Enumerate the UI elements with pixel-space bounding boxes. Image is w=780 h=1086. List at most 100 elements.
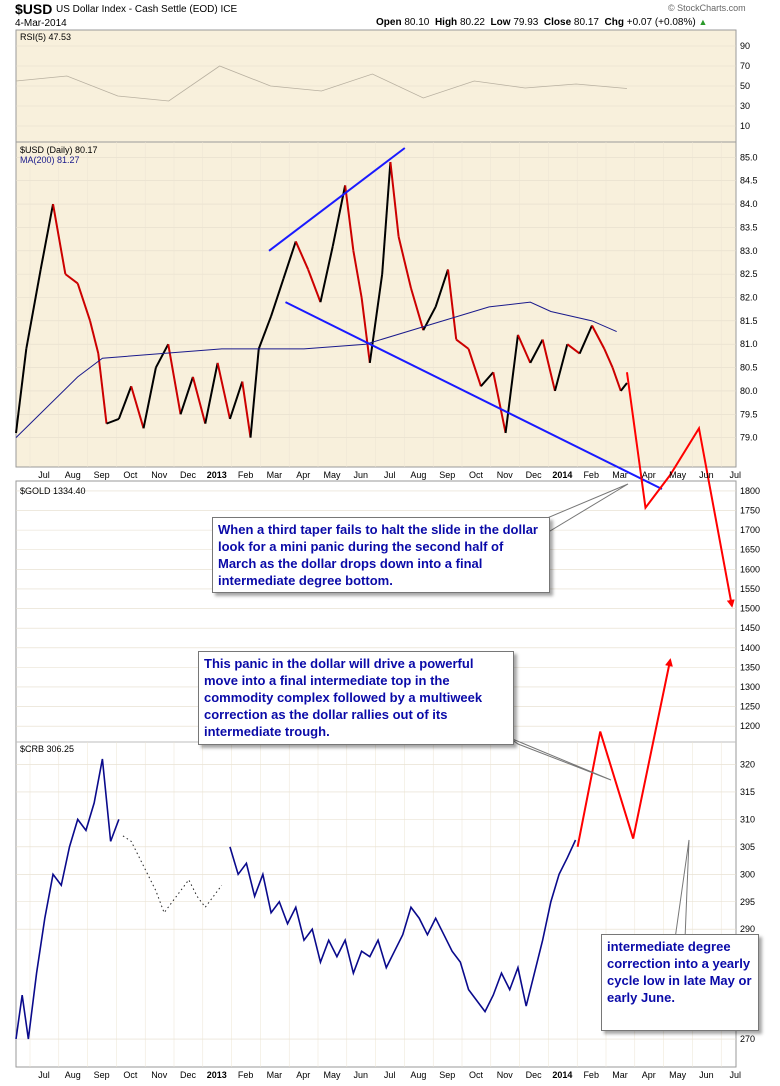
usd-y-tick-label: 83.5 — [740, 222, 758, 232]
crb-x-tick-label: Oct — [123, 1070, 138, 1080]
stockcharts-brand: © StockCharts.com — [668, 3, 746, 13]
crb-x-tick-label: Sep — [439, 1070, 455, 1080]
symbol-label: $USD — [15, 1, 53, 17]
crb-y-tick-label: 290 — [740, 924, 755, 934]
usd-ma200-line — [15, 301, 617, 438]
crb-x-tick-label: May — [669, 1070, 687, 1080]
crb-y-tick-label: 310 — [740, 814, 755, 824]
usd-x-tick-label: Nov — [497, 470, 514, 480]
usd-price-segment — [352, 250, 363, 298]
usd-price-segment — [167, 344, 182, 415]
usd-y-tick-label: 85.0 — [740, 152, 758, 162]
high-label: High — [434, 17, 458, 28]
usd-x-tick-label: Oct — [123, 470, 138, 480]
usd-x-tick-label: Aug — [65, 470, 81, 480]
gold-y-tick-label: 1300 — [740, 682, 760, 692]
usd-x-tick-label: Dec — [526, 470, 543, 480]
gold-y-tick-label: 1500 — [740, 604, 760, 614]
crb-x-tick-label: 2014 — [552, 1070, 572, 1080]
crb-x-tick-label: Jul — [384, 1070, 396, 1080]
crb-y-tick-label: 300 — [740, 869, 755, 879]
usd-y-tick-label: 83.0 — [740, 246, 758, 256]
usd-x-tick-label: Oct — [469, 470, 484, 480]
usd-legend: $USD (Daily) 80.17 — [20, 145, 98, 155]
lower-trendline — [285, 301, 663, 490]
crb-x-tick-label: Mar — [612, 1070, 628, 1080]
callout-panic: This panic in the dollar will drive a po… — [198, 651, 514, 745]
usd-x-tick-label: Jul — [38, 470, 50, 480]
usd-price-segment — [554, 343, 569, 392]
usd-price-segment — [241, 381, 252, 438]
usd-price-segment — [578, 325, 593, 354]
rsi-y-tick-label: 90 — [740, 41, 750, 51]
usd-price-segment — [434, 269, 449, 308]
usd-x-tick-label: Apr — [296, 470, 310, 480]
usd-x-tick-label: May — [669, 470, 687, 480]
gold-y-tick-label: 1400 — [740, 643, 760, 653]
usd-price-segment — [130, 385, 145, 429]
usd-price-segment — [216, 362, 231, 420]
gold-y-tick-label: 1550 — [740, 584, 760, 594]
crb-y-tick-label: 295 — [740, 897, 755, 907]
usd-price-segment — [603, 348, 614, 368]
usd-price-segment — [389, 161, 400, 237]
usd-x-tick-label: Jul — [384, 470, 396, 480]
usd-price-segment — [410, 287, 425, 331]
crb-x-tick-label: Mar — [267, 1070, 283, 1080]
crb-x-tick-label: Feb — [583, 1070, 599, 1080]
usd-price-segment — [455, 338, 470, 350]
usd-price-segment — [89, 320, 100, 354]
close-value: 80.17 — [573, 17, 599, 28]
usd-y-tick-label: 79.5 — [740, 409, 758, 419]
usd-price-segment — [204, 362, 219, 424]
usd-price-segment — [467, 348, 482, 387]
crb-x-tick-label: Apr — [642, 1070, 656, 1080]
close-label: Close — [543, 17, 572, 28]
crb-line-1 — [15, 758, 120, 1040]
usd-x-tick-label: Mar — [267, 470, 283, 480]
usd-price-segment — [117, 385, 133, 420]
crb-y-tick-label: 315 — [740, 787, 755, 797]
crb-x-tick-label: Jun — [699, 1070, 714, 1080]
usd-x-tick-label: Jul — [729, 470, 741, 480]
usd-x-tick-label: Feb — [583, 470, 599, 480]
gold-y-tick-label: 1600 — [740, 564, 760, 574]
callout-correction: intermediate degree correction into a ye… — [601, 934, 759, 1031]
chart-axes: 90 70 50 30 10 85.0 84.5 84.0 83.5 83.0 82.5 82.0 81… — [38, 41, 760, 1080]
usd-y-tick-label: 82.0 — [740, 292, 758, 302]
crb-line-2 — [229, 839, 577, 1014]
usd-x-tick-label: Dec — [180, 470, 197, 480]
gold-y-tick-label: 1250 — [740, 702, 760, 712]
usd-y-tick-label: 84.5 — [740, 176, 758, 186]
usd-projection-arrow — [625, 372, 735, 608]
usd-price-segment — [397, 236, 412, 289]
usd-price-segment — [504, 334, 519, 434]
usd-price-segment — [344, 185, 355, 251]
usd-price-segment — [52, 203, 67, 275]
usd-price-segment — [368, 273, 384, 364]
usd-price-segment — [64, 273, 79, 285]
rsi-y-tick-label: 10 — [740, 121, 750, 131]
usd-price-segment — [25, 269, 42, 350]
low-label: Low — [490, 17, 511, 28]
rsi-y-tick-label: 50 — [740, 81, 750, 91]
usd-price-segment — [249, 348, 260, 438]
usd-price-segment — [294, 241, 310, 270]
ma-legend: MA(200) 81.27 — [20, 155, 80, 165]
usd-x-tick-label: May — [323, 470, 341, 480]
chart-legends: RSI(5) 47.53 $USD (Daily) 80.17 MA(200) … — [20, 32, 98, 754]
callout-panic-pointer — [509, 737, 612, 781]
usd-price-segment — [97, 353, 108, 424]
gold-legend: $GOLD 1334.40 — [20, 486, 86, 496]
chg-up-icon: ▲ — [698, 17, 708, 27]
usd-price-segment — [191, 376, 207, 424]
crb-gap-line — [122, 835, 223, 914]
upper-trendline — [268, 147, 406, 252]
crb-y-tick-label: 270 — [740, 1034, 755, 1044]
usd-x-tick-label: Aug — [410, 470, 426, 480]
usd-price-segment — [307, 269, 322, 303]
crb-x-tick-label: Sep — [94, 1070, 110, 1080]
usd-price-segment — [270, 278, 285, 317]
usd-price-segment — [319, 245, 334, 303]
usd-y-tick-label: 80.5 — [740, 363, 758, 373]
